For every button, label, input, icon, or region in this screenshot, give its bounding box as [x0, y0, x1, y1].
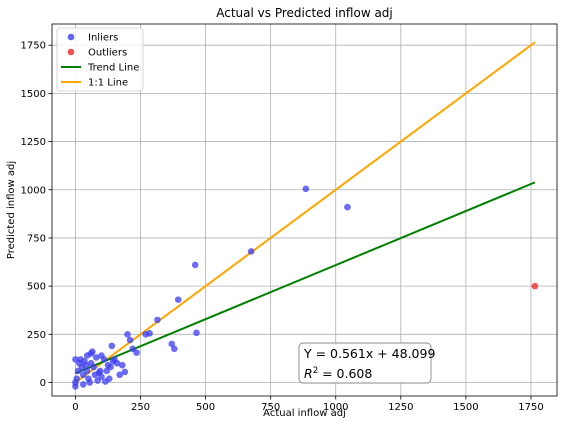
legend-marker	[68, 34, 75, 41]
inlier-point	[109, 343, 116, 350]
inlier-point	[80, 381, 87, 388]
inlier-point	[73, 375, 80, 382]
x-tick-label: 0	[72, 402, 78, 413]
inlier-point	[193, 329, 200, 336]
inlier-point	[248, 248, 255, 255]
x-tick-label: 500	[196, 402, 215, 413]
x-tick-label: 1250	[388, 402, 413, 413]
inlier-point	[106, 375, 113, 382]
inlier-point	[146, 330, 153, 337]
inlier-point	[122, 369, 129, 376]
y-tick-label: 1750	[21, 41, 46, 52]
inlier-point	[107, 364, 114, 371]
y-tick-label: 500	[27, 282, 46, 293]
x-tick-label: 1750	[518, 402, 543, 413]
inlier-point	[84, 368, 91, 375]
inlier-point	[154, 317, 161, 324]
x-tick-label: 750	[261, 402, 280, 413]
x-tick-label: 1500	[453, 402, 478, 413]
y-tick-label: 1000	[21, 185, 46, 196]
y-axis-label: Predicted inflow adj	[6, 161, 17, 259]
inlier-point	[72, 383, 79, 390]
inlier-point	[344, 204, 351, 211]
inlier-point	[89, 348, 96, 355]
inlier-point	[192, 262, 199, 269]
y-tick-label: 0	[40, 378, 46, 389]
regression-equation: Y = 0.561x + 48.099	[303, 346, 435, 361]
y-tick-label: 750	[27, 233, 46, 244]
x-tick-label: 250	[131, 402, 150, 413]
inlier-point	[90, 364, 97, 371]
inlier-point	[86, 379, 93, 386]
y-tick-label: 1250	[21, 137, 46, 148]
x-tick-label: 1000	[323, 402, 348, 413]
inlier-point	[133, 349, 140, 356]
legend: Inliers Outliers Trend Line 1:1 Line	[57, 28, 143, 91]
inlier-point	[171, 345, 178, 352]
legend-label: Inliers	[88, 33, 118, 44]
inlier-point	[175, 296, 182, 303]
legend-label: 1:1 Line	[88, 78, 128, 89]
y-tick-label: 1500	[21, 89, 46, 100]
inlier-point	[101, 356, 108, 363]
inlier-point	[303, 185, 310, 192]
plot-layer	[72, 42, 538, 389]
legend-label: Outliers	[88, 48, 127, 59]
legend-marker	[68, 49, 75, 56]
inlier-point	[119, 362, 126, 369]
inlier-point	[97, 368, 104, 375]
inlier-point	[127, 337, 134, 344]
inlier-point	[124, 331, 131, 338]
y-tick-label: 250	[27, 330, 46, 341]
legend-label: Trend Line	[87, 63, 139, 74]
chart-title: Actual vs Predicted inflow adj	[216, 6, 393, 20]
outlier-point	[532, 283, 539, 290]
